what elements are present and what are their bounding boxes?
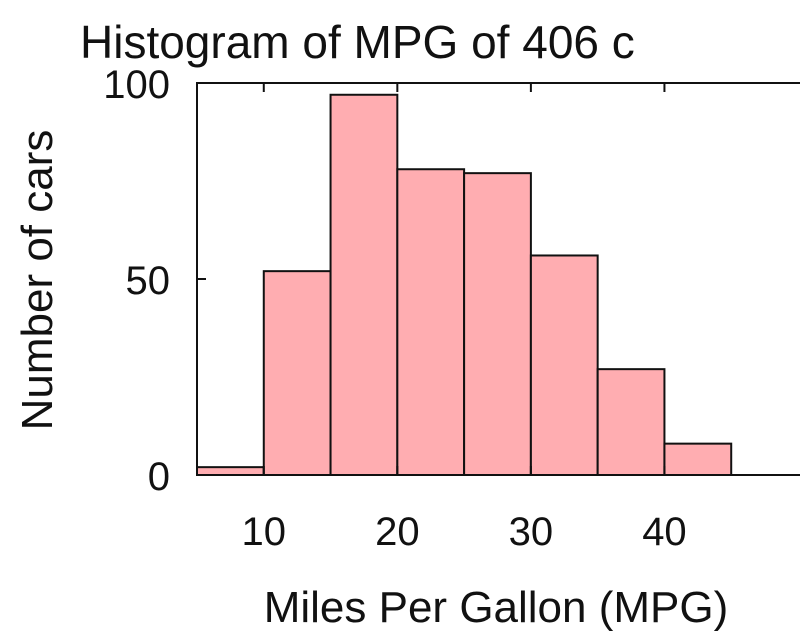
histogram-bar [663, 442, 733, 477]
x-tick-label: 20 [375, 510, 420, 554]
histogram-bar [529, 254, 599, 476]
y-tick-label: 0 [148, 455, 170, 499]
histogram-bar [396, 168, 466, 477]
chart-title: Histogram of MPG of 406 c [80, 16, 635, 68]
histogram-bar [262, 270, 332, 476]
y-tick-label: 50 [126, 259, 171, 303]
histogram-bar [463, 172, 532, 476]
axis-ticks: 10 20 30 40 0 50 100 [103, 63, 686, 554]
y-tick-label: 100 [103, 63, 170, 107]
x-tick-label: 40 [642, 510, 687, 554]
histogram-bar [596, 368, 666, 476]
x-tick-label: 10 [242, 510, 287, 554]
histogram-bar [196, 466, 265, 477]
histogram-bars [196, 93, 733, 477]
x-axis-label: Miles Per Gallon (MPG) [264, 583, 729, 632]
x-tick-label: 30 [509, 510, 554, 554]
y-axis-label: Number of cars [13, 130, 62, 431]
histogram-bar [329, 93, 399, 476]
plot-frame [196, 82, 800, 476]
